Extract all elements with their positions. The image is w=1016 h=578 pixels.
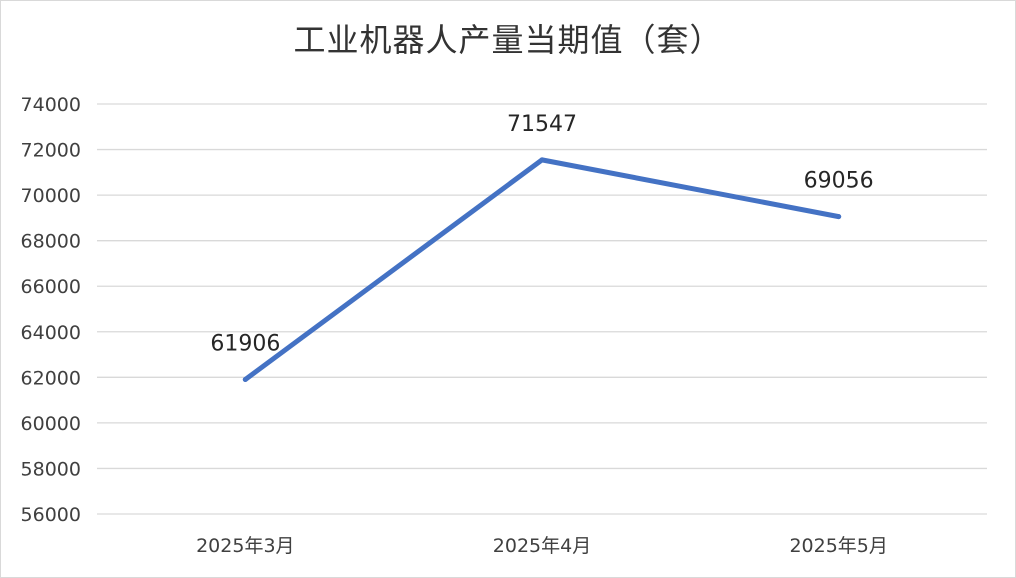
y-tick-label: 72000 <box>21 140 81 162</box>
data-label: 71547 <box>507 112 577 137</box>
y-tick-label: 74000 <box>21 94 81 116</box>
x-tick-label: 2025年4月 <box>493 535 591 557</box>
y-tick-label: 66000 <box>21 276 81 298</box>
data-point <box>242 376 248 382</box>
y-tick-label: 62000 <box>21 367 81 389</box>
y-tick-label: 60000 <box>21 413 81 435</box>
y-tick-label: 56000 <box>21 504 81 526</box>
series-line <box>242 157 842 382</box>
data-label: 61906 <box>210 331 280 356</box>
x-tick-label: 2025年3月 <box>196 535 294 557</box>
data-label: 69056 <box>804 169 874 194</box>
y-tick-label: 58000 <box>21 458 81 480</box>
y-tick-label: 64000 <box>21 322 81 344</box>
y-tick-label: 68000 <box>21 231 81 253</box>
data-point <box>836 214 842 220</box>
y-tick-label: 70000 <box>21 185 81 207</box>
data-point <box>539 157 545 163</box>
x-tick-label: 2025年5月 <box>789 535 887 557</box>
chart-title: 工业机器人产量当期值（套） <box>293 21 723 59</box>
